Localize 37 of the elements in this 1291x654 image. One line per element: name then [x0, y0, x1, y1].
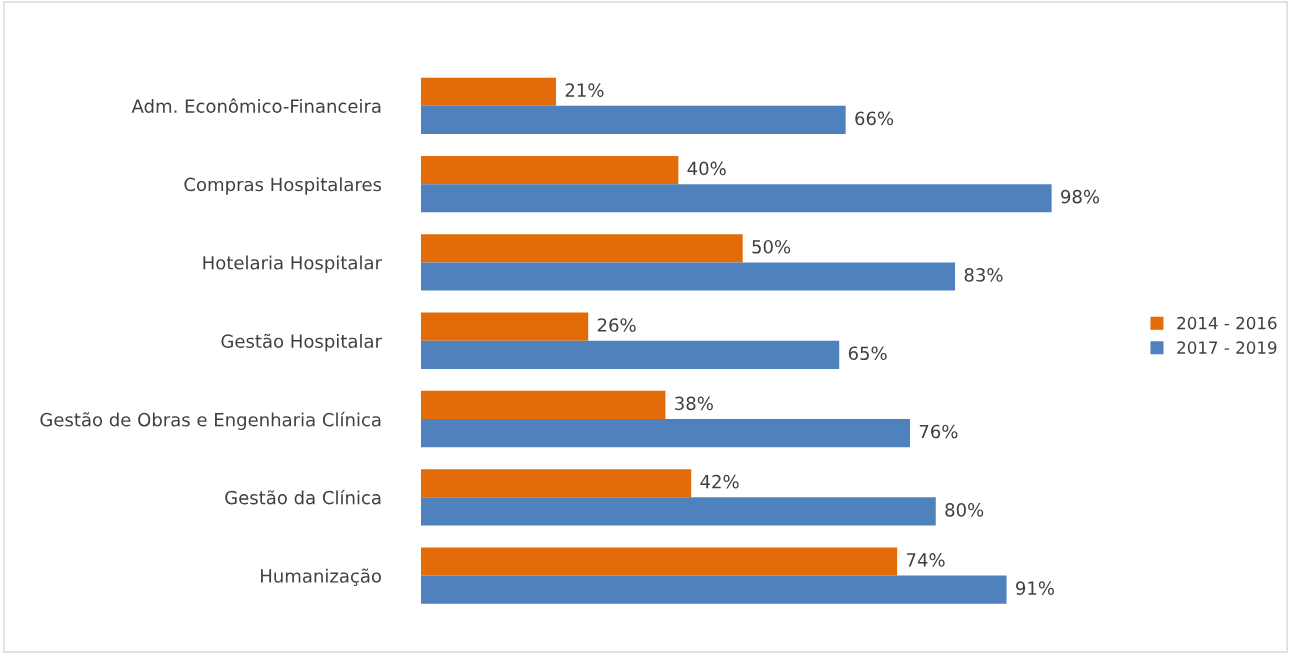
bar — [420, 419, 911, 448]
data-label: 40% — [687, 161, 726, 176]
data-label: 91% — [1016, 581, 1055, 595]
y-tick-label: Gestão Hospitalar — [221, 333, 382, 352]
y-tick-label: Adm. Econômico-Financeira — [131, 98, 381, 113]
y-tick-label: Hotelaria Hospitalar — [203, 255, 382, 274]
y-tick-label: Compras Hospitalares — [184, 177, 382, 195]
bar — [420, 390, 666, 420]
data-label: 65% — [848, 346, 887, 361]
data-label: 26% — [597, 318, 636, 332]
bar — [420, 184, 1052, 213]
y-tick-label: Gestão de Obras e Engenharia Clínica — [40, 411, 381, 430]
legend-label: 2017 - 2019 — [1177, 341, 1277, 354]
bar — [420, 312, 589, 341]
y-tick-label: Gestão da Clínica — [225, 489, 381, 505]
data-label: 74% — [906, 553, 945, 567]
y-tick-label: Humanização — [261, 568, 381, 586]
data-label: 80% — [945, 502, 984, 517]
data-label: 42% — [700, 474, 739, 489]
bar — [420, 469, 692, 498]
bar — [420, 262, 956, 291]
data-label: 83% — [964, 268, 1003, 282]
data-label: 21% — [565, 83, 604, 97]
bar — [420, 234, 743, 263]
data-label: 76% — [919, 424, 958, 439]
bar — [420, 77, 557, 106]
data-label: 98% — [1061, 189, 1100, 204]
bar — [420, 547, 898, 576]
data-label: 66% — [855, 111, 894, 126]
bar — [420, 497, 936, 526]
bar — [420, 155, 679, 185]
bar — [420, 575, 1007, 604]
bar — [420, 340, 840, 369]
bar — [420, 105, 846, 135]
data-label: 50% — [752, 239, 791, 254]
data-label: 38% — [675, 396, 713, 411]
legend-label: 2014 - 2016 — [1177, 316, 1277, 330]
